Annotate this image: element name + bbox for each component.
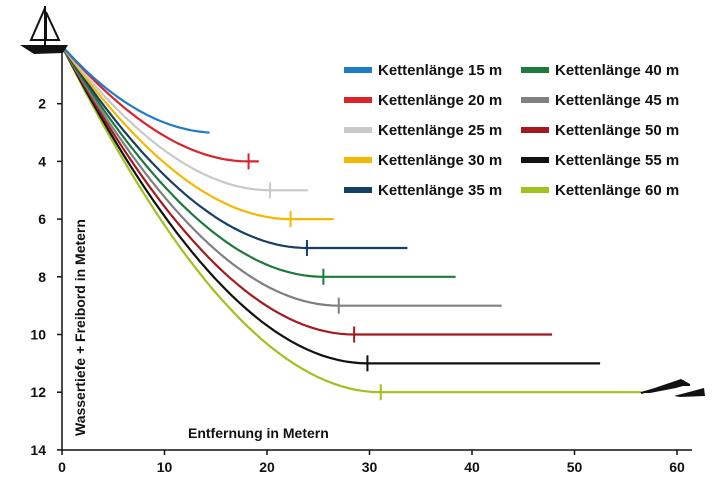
x-tick-label: 20 [259,459,275,475]
legend-label-25m: Kettenlänge 25 m [378,122,502,139]
axes [61,46,692,451]
legend-swatch-20m [344,97,372,103]
y-tick-label: 12 [30,384,46,400]
legend-label-60m: Kettenlänge 60 m [555,182,679,199]
legend-label-40m: Kettenlänge 40 m [555,62,679,79]
legend-label-20m: Kettenlänge 20 m [378,92,502,109]
legend-label-35m: Kettenlänge 35 m [378,182,502,199]
legend-label-45m: Kettenlänge 45 m [555,92,679,109]
legend-label-50m: Kettenlänge 50 m [555,122,679,139]
y-tick-label: 8 [38,269,46,285]
anchor-icon [640,379,705,397]
legend-swatch-35m [344,187,372,193]
legend-swatch-40m [521,67,549,73]
legend-swatch-25m [344,127,372,133]
sailboat-icon [20,6,68,54]
series-line-60m [61,45,642,394]
y-tick-label: 14 [30,442,46,458]
series-line-40m [61,45,456,278]
x-tick-label: 60 [669,459,685,475]
x-tick-label: 40 [464,459,480,475]
legend-label-55m: Kettenlänge 55 m [555,152,679,169]
x-tick-labels: 0 10 20 30 40 50 60 [58,450,685,475]
y-tick-label: 4 [38,153,46,169]
x-tick-label: 0 [58,459,66,475]
legend-swatch-15m [344,67,372,73]
y-tick-label: 2 [38,96,46,112]
legend-swatch-55m [521,157,549,163]
legend-label-15m: Kettenlänge 15 m [378,62,502,79]
y-tick-label: 10 [30,327,46,343]
y-tick-labels: 2 4 6 8 10 12 14 [30,96,62,458]
legend-label-30m: Kettenlänge 30 m [378,152,502,169]
series-line-25m [61,45,308,192]
y-axis-title: Wassertiefe + Freibord in Metern [72,219,88,436]
series-line-55m [61,45,601,365]
series-line-30m [61,45,334,221]
x-tick-label: 50 [567,459,583,475]
legend: Kettenlänge 15 m Kettenlänge 20 m Kettenlä… [344,62,679,199]
y-tick-label: 6 [38,211,46,227]
series-line-20m [61,45,259,163]
series-line-35m [61,45,408,250]
x-tick-label: 10 [157,459,173,475]
legend-swatch-60m [521,187,549,193]
x-axis-title: Entfernung in Metern [188,425,329,441]
series-line-50m [61,45,552,336]
series-lines [61,45,642,401]
legend-swatch-50m [521,127,549,133]
legend-swatch-45m [521,97,549,103]
x-tick-label: 30 [362,459,378,475]
series-line-15m [61,45,210,134]
legend-swatch-30m [344,157,372,163]
series-line-45m [61,45,502,307]
